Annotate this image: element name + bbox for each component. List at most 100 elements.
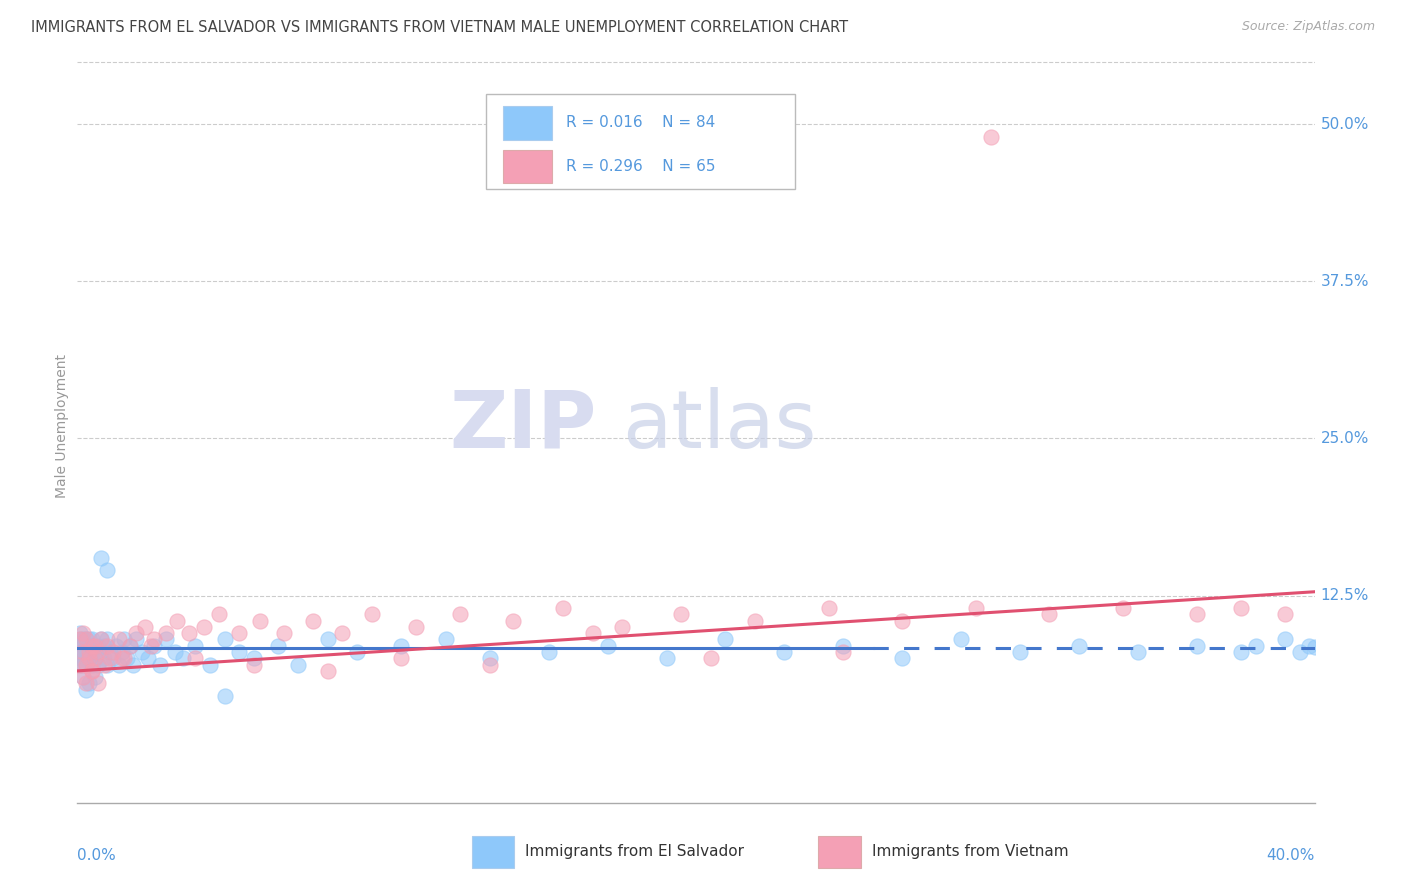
Point <box>75 632 97 647</box>
Point <box>266 639 288 653</box>
Point <box>101 651 124 665</box>
Point <box>832 645 855 659</box>
Text: atlas: atlas <box>621 387 815 465</box>
Point <box>84 670 107 684</box>
Point <box>950 632 973 647</box>
Text: 37.5%: 37.5% <box>1320 274 1369 289</box>
Point <box>1126 645 1149 659</box>
Point <box>316 664 339 678</box>
Point <box>1230 645 1253 659</box>
Point <box>136 651 159 665</box>
Point <box>69 657 91 672</box>
Point <box>101 645 124 659</box>
Point <box>77 645 100 659</box>
Point <box>120 639 142 653</box>
Point <box>72 670 94 684</box>
Point <box>179 626 201 640</box>
Point <box>361 607 384 622</box>
Point <box>243 651 266 665</box>
Point <box>93 651 115 665</box>
Point <box>1185 639 1208 653</box>
Point <box>87 639 110 653</box>
Point <box>110 645 132 659</box>
Text: Immigrants from El Salvador: Immigrants from El Salvador <box>526 845 744 859</box>
Point <box>537 645 560 659</box>
Point <box>434 632 457 647</box>
Point <box>104 639 127 653</box>
Point <box>228 626 250 640</box>
Point <box>96 632 118 647</box>
Point <box>107 657 129 672</box>
Point <box>163 645 186 659</box>
Point <box>69 632 91 647</box>
Point <box>80 664 103 678</box>
Point <box>72 645 94 659</box>
Point <box>93 639 115 653</box>
Point <box>965 601 987 615</box>
Point <box>655 651 678 665</box>
Point <box>72 626 94 640</box>
Point <box>198 657 221 672</box>
Text: 25.0%: 25.0% <box>1320 431 1369 446</box>
Point <box>1244 639 1267 653</box>
Point <box>80 639 103 653</box>
Point <box>96 639 118 653</box>
Point <box>166 614 188 628</box>
Point <box>1274 632 1296 647</box>
Point <box>75 651 97 665</box>
Text: Immigrants from Vietnam: Immigrants from Vietnam <box>872 845 1069 859</box>
Point <box>1038 607 1060 622</box>
Point <box>714 632 737 647</box>
Point <box>744 614 766 628</box>
Point <box>1008 645 1031 659</box>
FancyBboxPatch shape <box>472 836 515 868</box>
Point <box>184 639 207 653</box>
Point <box>120 639 142 653</box>
Point <box>69 651 91 665</box>
Point <box>80 664 103 678</box>
Point <box>155 626 177 640</box>
FancyBboxPatch shape <box>818 836 860 868</box>
Point <box>72 639 94 653</box>
Point <box>110 651 132 665</box>
Point <box>69 645 91 659</box>
Point <box>214 632 236 647</box>
Point <box>1230 601 1253 615</box>
Point <box>98 645 121 659</box>
Point <box>90 632 112 647</box>
Point <box>72 632 94 647</box>
Point <box>84 651 107 665</box>
Point <box>1274 607 1296 622</box>
Point <box>1185 607 1208 622</box>
Point <box>287 657 309 672</box>
Point <box>77 651 100 665</box>
Point <box>832 639 855 653</box>
Point <box>699 651 721 665</box>
Point <box>75 632 97 647</box>
Point <box>302 614 325 628</box>
Point <box>75 682 97 697</box>
Point <box>332 626 354 640</box>
FancyBboxPatch shape <box>503 150 553 183</box>
Point <box>77 651 100 665</box>
Point <box>1112 601 1135 615</box>
Point <box>155 632 177 647</box>
Point <box>582 626 605 640</box>
Point <box>75 657 97 672</box>
Text: IMMIGRANTS FROM EL SALVADOR VS IMMIGRANTS FROM VIETNAM MALE UNEMPLOYMENT CORRELA: IMMIGRANTS FROM EL SALVADOR VS IMMIGRANT… <box>31 20 848 35</box>
Point <box>80 639 103 653</box>
Point <box>243 657 266 672</box>
Point <box>671 607 693 622</box>
Point <box>1289 645 1312 659</box>
Point <box>84 651 107 665</box>
Point <box>149 657 172 672</box>
Point <box>131 645 153 659</box>
Point <box>125 626 148 640</box>
Point <box>96 657 118 672</box>
Point <box>75 676 97 690</box>
Text: Source: ZipAtlas.com: Source: ZipAtlas.com <box>1241 20 1375 33</box>
Point <box>122 657 145 672</box>
Point <box>80 632 103 647</box>
Point <box>184 651 207 665</box>
Point <box>69 657 91 672</box>
